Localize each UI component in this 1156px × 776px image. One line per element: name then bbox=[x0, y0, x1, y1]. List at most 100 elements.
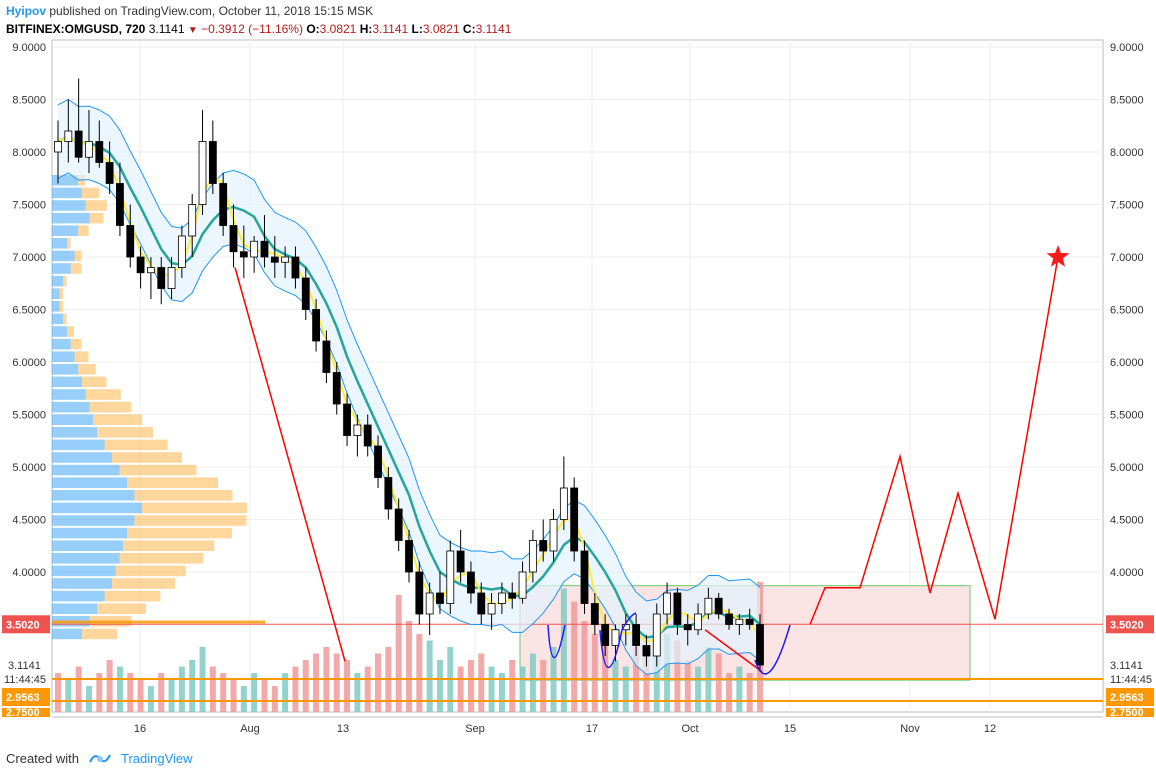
y-tick-label-left: 7.0000 bbox=[12, 252, 46, 264]
volume-profile-orange bbox=[70, 263, 82, 274]
volume-bar bbox=[251, 673, 258, 712]
candle-body bbox=[136, 256, 145, 274]
candle-body bbox=[394, 508, 403, 541]
candle-body bbox=[405, 540, 413, 573]
volume-bar bbox=[333, 653, 340, 712]
volume-bar bbox=[726, 673, 733, 712]
volume-profile-blue bbox=[52, 565, 116, 577]
y-tick-label-right: 4.5000 bbox=[1110, 515, 1144, 527]
volume-profile-orange bbox=[59, 288, 63, 299]
y-tick-label-left: 4.0000 bbox=[12, 567, 46, 579]
support-tag-right-bg bbox=[1106, 688, 1154, 706]
volume-bar bbox=[674, 640, 681, 712]
candle-body bbox=[528, 540, 537, 573]
low-value: 3.0821 bbox=[422, 22, 460, 36]
symbol-line: BITFINEX:OMGUSD, 720 3.1141 ▼ −0.3912 (−… bbox=[6, 22, 511, 36]
candle-body bbox=[549, 519, 558, 552]
candle-body bbox=[208, 141, 217, 184]
volume-profile-blue bbox=[52, 250, 75, 262]
volume-profile-orange bbox=[89, 401, 132, 413]
volume-profile-orange bbox=[112, 578, 175, 589]
open-label: O: bbox=[306, 22, 320, 36]
volume-bar bbox=[602, 640, 609, 712]
volume-bar bbox=[488, 666, 495, 712]
volume-profile-blue bbox=[52, 515, 135, 526]
y-tick-label-right: 5.5000 bbox=[1110, 410, 1144, 422]
volume-profile-orange bbox=[97, 427, 153, 438]
volume-bar bbox=[302, 660, 309, 712]
support-tag-right: 2.9563 bbox=[1110, 692, 1144, 704]
price-chart[interactable]: 9.0000 9.0000 8.5000 8.5000 8.0000 8.0000 7.50… bbox=[0, 0, 1156, 740]
x-tick-label: Nov bbox=[900, 723, 920, 735]
x-tick-label: Sep bbox=[465, 723, 485, 735]
volume-profile-orange bbox=[123, 540, 215, 551]
volume-profile-orange bbox=[104, 590, 161, 602]
candle-body bbox=[157, 267, 166, 289]
y-tick-label-left: 6.0000 bbox=[12, 357, 46, 369]
candle-body bbox=[332, 372, 341, 405]
volume-bar bbox=[560, 588, 567, 712]
volume-profile-orange bbox=[93, 414, 143, 425]
volume-bar bbox=[467, 660, 474, 712]
volume-bar bbox=[436, 660, 443, 712]
volume-profile-blue bbox=[52, 502, 142, 514]
volume-bar bbox=[344, 660, 351, 712]
volume-profile-orange bbox=[119, 553, 204, 564]
volume-profile-blue bbox=[52, 175, 79, 186]
candle-body bbox=[415, 571, 424, 615]
volume-profile-blue bbox=[52, 389, 86, 400]
y-tick-label-left: 5.0000 bbox=[12, 462, 46, 474]
candle-body bbox=[632, 624, 641, 646]
symbol-label[interactable]: BITFINEX:OMGUSD, 720 bbox=[6, 22, 146, 36]
volume-bar bbox=[127, 673, 134, 712]
candle-body bbox=[270, 256, 279, 263]
candle-body bbox=[498, 592, 506, 604]
y-tick-label-right: 4.0000 bbox=[1110, 567, 1144, 579]
candle-body bbox=[147, 267, 155, 274]
candle-body bbox=[539, 540, 548, 552]
tradingview-brand[interactable]: TradingView bbox=[120, 750, 193, 766]
candle-body bbox=[363, 424, 372, 447]
volume-profile-orange bbox=[63, 275, 67, 287]
downtrend-arrow bbox=[234, 267, 346, 662]
y-tick-label-left: 7.5000 bbox=[12, 200, 46, 212]
candle-body bbox=[735, 618, 744, 625]
candle-body bbox=[590, 603, 599, 625]
volume-profile-orange bbox=[74, 250, 82, 262]
volume-bar bbox=[571, 601, 578, 712]
candle-body bbox=[116, 183, 124, 226]
x-tick-label: 17 bbox=[586, 723, 598, 735]
volume-profile-blue bbox=[52, 212, 90, 224]
candle-body bbox=[477, 592, 486, 615]
volume-bar bbox=[137, 679, 144, 712]
candle-body bbox=[229, 225, 238, 253]
volume-bar bbox=[581, 621, 588, 712]
volume-bar bbox=[209, 666, 216, 712]
y-tick-label-left: 4.5000 bbox=[12, 515, 46, 527]
volume-profile-blue bbox=[52, 275, 64, 287]
volume-profile-blue bbox=[52, 351, 75, 362]
volume-bar bbox=[695, 666, 702, 712]
volume-bar bbox=[395, 595, 402, 712]
x-tick-label: 13 bbox=[337, 723, 349, 735]
price-change: −0.3912 (−11.16%) bbox=[201, 22, 303, 36]
volume-profile-blue bbox=[52, 490, 135, 501]
candle-body bbox=[301, 277, 310, 310]
close-value: 3.1141 bbox=[475, 22, 512, 36]
volume-profile-blue bbox=[52, 238, 67, 249]
last-price-tag-left: 3.1141 bbox=[8, 660, 41, 672]
volume-bar bbox=[736, 666, 743, 712]
candle-body bbox=[239, 251, 248, 258]
author-name[interactable]: Hyipov bbox=[6, 4, 47, 18]
volume-bar bbox=[313, 653, 320, 712]
y-tick-label-left: 8.5000 bbox=[12, 95, 46, 107]
volume-profile-blue bbox=[52, 338, 71, 350]
volume-profile-orange bbox=[74, 351, 89, 362]
volume-profile-orange bbox=[89, 212, 104, 224]
volume-profile-orange bbox=[112, 452, 182, 463]
volume-profile-orange bbox=[82, 187, 100, 199]
candle-body bbox=[198, 141, 207, 205]
candle-body bbox=[436, 592, 444, 604]
resistance-tag-left: 3.5020 bbox=[6, 619, 40, 631]
candle-body bbox=[85, 141, 93, 158]
